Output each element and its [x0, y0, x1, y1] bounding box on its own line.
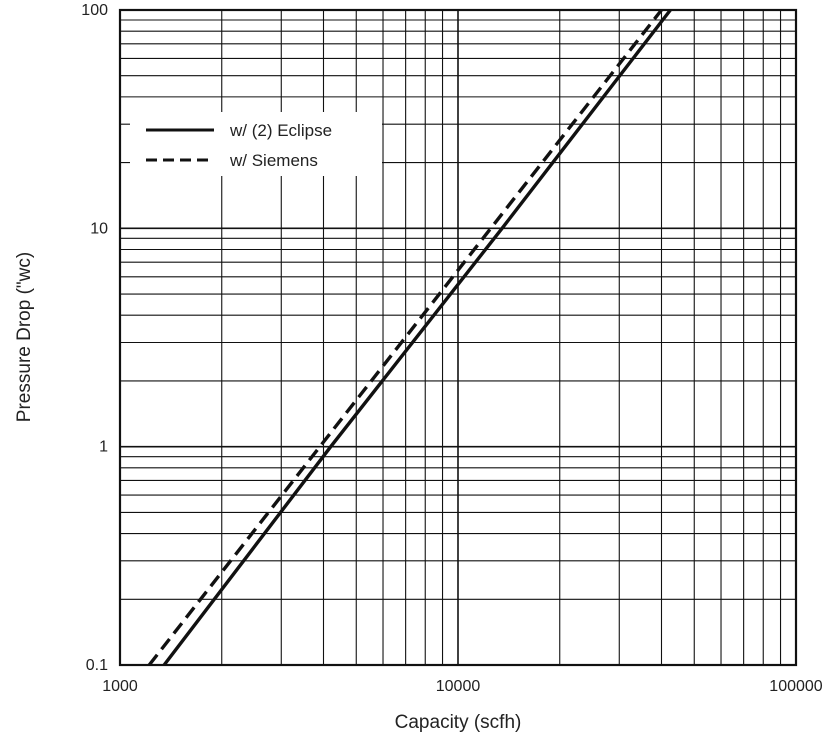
legend-background [130, 112, 382, 176]
plot-frame [118, 8, 798, 667]
series-line-eclipse [162, 8, 672, 667]
y-tick-label: 100 [81, 2, 108, 19]
y-tick-label: 1 [99, 439, 108, 456]
series-layer [147, 8, 672, 667]
y-axis-label: Pressure Drop ("wc) [14, 252, 35, 422]
tick-labels: 1000 10000 100000 0.1 1 10 100 [81, 2, 823, 695]
x-tick-label: 10000 [436, 678, 481, 695]
series-line-siemens [147, 8, 663, 667]
legend: w/ (2) Eclipse w/ Siemens [130, 112, 382, 176]
grid [120, 10, 796, 665]
x-tick-label: 1000 [102, 678, 138, 695]
x-tick-label: 100000 [769, 678, 822, 695]
x-axis-label: Capacity (scfh) [395, 712, 522, 733]
legend-label-siemens: w/ Siemens [229, 151, 318, 170]
y-tick-label: 0.1 [86, 657, 108, 674]
legend-label-eclipse: w/ (2) Eclipse [229, 121, 332, 140]
y-tick-label: 10 [90, 220, 108, 237]
